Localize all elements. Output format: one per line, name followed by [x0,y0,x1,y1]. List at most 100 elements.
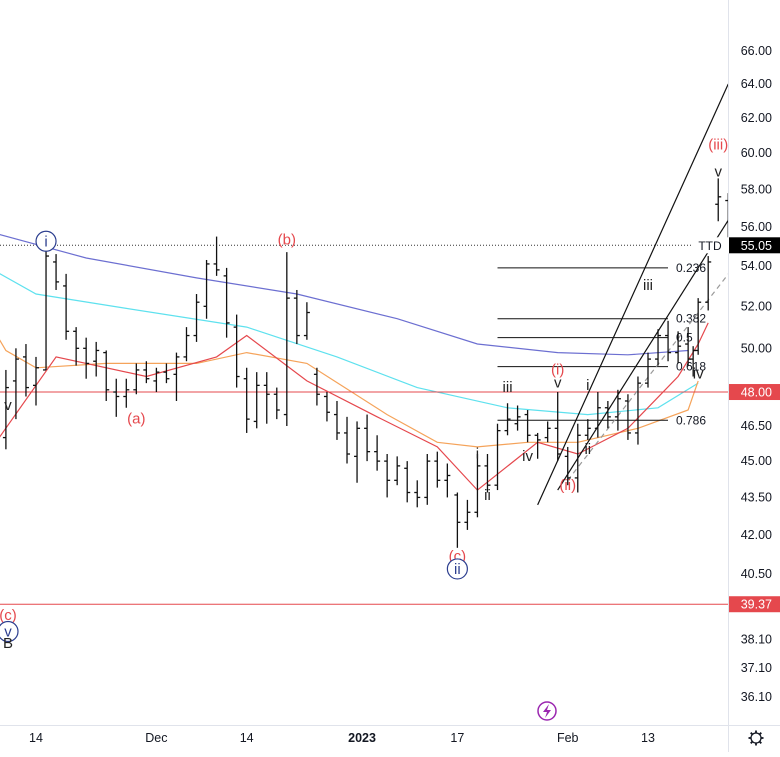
ohlc-bar [12,348,19,420]
wave-label-17: v [714,164,722,181]
ohlc-bar [243,367,250,433]
ohlc-bar [354,421,361,483]
ohlc-bar [73,327,80,366]
gear-icon[interactable] [750,732,762,744]
price-tick-label-4: 60.00 [741,146,772,160]
lightning-bolt-shape [543,704,551,718]
ohlc-bar [384,454,391,498]
ohlc-bar [163,363,170,384]
wave-label-15: iii [643,277,653,294]
ohlc-bar [454,492,461,548]
level-tag-bg-1 [729,384,780,401]
ohlc-bar [594,392,601,438]
ohlc-bar [143,361,150,384]
price-tick-label-9: 50.00 [741,341,772,355]
wave-label-12: (ii) [559,477,576,494]
ohlc-bar [675,331,682,364]
ohlc-bar [364,414,371,462]
ohlc-bar [203,259,210,319]
wave-label-22: B [3,635,13,652]
price-tick-label-12: 45.00 [741,454,772,468]
ohlc-bar [604,400,611,429]
settings-button[interactable] [748,730,764,746]
ohlc-bar [333,400,340,440]
ohlc-bar [494,423,501,491]
price-tick-label-7: 54.00 [741,259,772,273]
price-tick-label-2: 64.00 [741,77,772,91]
lightning-logo-icon [537,701,557,721]
price-tick-label-18: 36.10 [741,690,772,704]
wave-label-8: iii [503,379,513,396]
ohlc-bar [183,327,190,362]
ohlc-bar [705,256,712,311]
ohlc-bar [263,372,270,424]
wave-label-circle-21 [0,620,19,643]
ohlc-bar [715,178,722,222]
time-tick-label-2: Dec [145,731,167,745]
price-tick-label-14: 42.00 [741,528,772,542]
ohlc-bar [233,314,240,388]
ohlc-bar [273,387,280,420]
time-tick-label-6: Feb [557,731,579,745]
ohlc-bar [404,461,411,503]
ohlc-bar [133,363,140,395]
price-tick-label-11: 46.50 [741,419,772,433]
level-tag-bg-2 [729,596,780,613]
price-tags: TTD 55.05 48.00 39.37 [692,237,780,613]
symbol-tag-bg [692,237,729,254]
ohlc-bar [374,435,381,471]
time-tick-label-4: 2023 [348,731,376,745]
wave-label-circle-1 [35,230,57,252]
wave-label-7: ii [484,487,491,504]
moving-average-line-1 [0,234,689,356]
ohlc-bar [634,376,641,445]
ohlc-bar [444,463,451,498]
ohlc-bar [394,456,401,486]
ohlc-bar [103,350,110,401]
ohlc-bar [434,451,441,488]
price-tick-label-6: 56.00 [741,220,772,234]
ohlc-bar [43,246,50,371]
time-tick-label-5: 17 [450,731,464,745]
ohlc-bar [584,419,591,440]
price-tick-label-16: 38.10 [741,632,772,646]
wave-label-3: (a) [127,411,145,428]
last-price-tag-bg [729,237,780,254]
ohlc-bar [484,454,491,493]
time-tick-label-3: 14 [240,731,254,745]
ohlc-bar [83,337,90,379]
ohlc-bar [323,392,330,422]
ohlc-bar [313,367,320,406]
ohlc-bar [173,352,180,401]
trend-line-1[interactable] [537,83,729,506]
price-tick-label-17: 37.10 [741,661,772,675]
moving-average-line-4 [0,322,709,491]
wave-labels: i (b)(a)(c)iiiiiiiiivv(i)(ii)iiiiiiivv(ii… [0,137,728,652]
ohlc-bar [424,454,431,505]
level-tag-2: 39.37 [741,598,772,612]
ohlc-bar [544,421,551,443]
wave-label-16: iv [693,366,704,383]
price-tick-label-1: 66.00 [741,44,772,58]
symbol-tag: TTD [698,239,722,253]
price-tick-label-5: 58.00 [741,182,772,196]
ohlc-bar [113,378,120,417]
wave-label-6: i [476,446,479,463]
price-tick-label-3: 62.00 [741,111,772,125]
ohlc-bar [695,298,702,355]
price-tick-label-15: 40.50 [741,567,772,581]
time-axis[interactable]: 14 Dec 14 2023 17 Feb 13 [29,731,655,745]
ohlc-bar [574,423,581,493]
ohlc-bar [283,252,290,427]
wave-label-circle-5 [446,558,468,580]
ohlc-bar [153,367,160,393]
ohlc-bar [514,405,521,431]
ohlc-bar [655,329,662,366]
ohlc-bar [504,403,511,436]
ohlc-bar [414,480,421,508]
ohlc-bar [193,294,200,342]
ohlc-bar [554,392,561,462]
